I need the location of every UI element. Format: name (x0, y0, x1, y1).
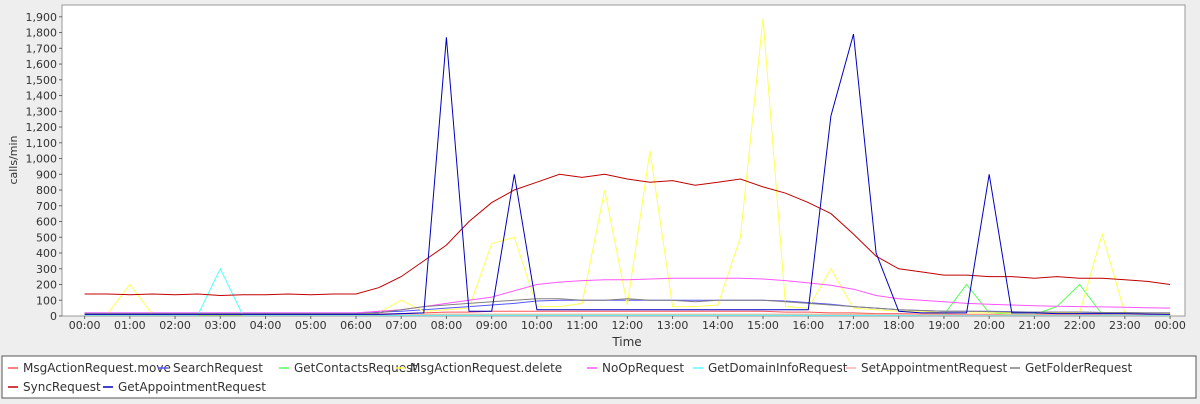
legend-label: MsgActionRequest.move (23, 361, 171, 375)
y-tick-label: 900 (36, 168, 57, 181)
legend-label: GetContactsRequest (294, 361, 417, 375)
x-tick-label: 13:00 (657, 319, 689, 332)
y-tick-label: 1,800 (26, 27, 58, 40)
y-tick-label: 800 (36, 184, 57, 197)
y-tick-label: 0 (50, 310, 57, 323)
x-tick-label: 09:00 (476, 319, 508, 332)
legend-label: GetDomainInfoRequest (708, 361, 848, 375)
legend-label: GetAppointmentRequest (118, 380, 266, 394)
x-tick-label: 07:00 (385, 319, 417, 332)
x-tick-label: 11:00 (566, 319, 598, 332)
x-tick-label: 06:00 (340, 319, 372, 332)
x-tick-label: 03:00 (204, 319, 236, 332)
x-tick-label: 20:00 (973, 319, 1005, 332)
legend-label: NoOpRequest (602, 361, 684, 375)
x-tick-label: 01:00 (114, 319, 146, 332)
y-tick-label: 1,400 (26, 90, 58, 103)
series-line (84, 298, 1171, 315)
y-tick-label: 700 (36, 200, 57, 213)
x-tick-label: 23:00 (1109, 319, 1141, 332)
y-tick-label: 1,100 (26, 137, 58, 150)
y-tick-label: 1,200 (26, 121, 58, 134)
y-tick-label: 200 (36, 279, 57, 292)
x-tick-label: 21:00 (1019, 319, 1051, 332)
x-tick-label: 18:00 (883, 319, 915, 332)
x-tick-label: 17:00 (838, 319, 870, 332)
plot-area (61, 4, 1186, 317)
x-tick-label: 19:00 (928, 319, 960, 332)
x-tick-label: 02:00 (159, 319, 191, 332)
y-tick-label: 100 (36, 294, 57, 307)
series-line (84, 33, 1171, 315)
y-tick-label: 1,000 (26, 153, 58, 166)
y-tick-label: 300 (36, 263, 57, 276)
y-tick-label: 1,700 (26, 42, 58, 55)
series-line (84, 277, 1171, 314)
legend-label: SetAppointmentRequest (861, 361, 1008, 375)
x-tick-label: 15:00 (747, 319, 779, 332)
x-tick-label: 05:00 (295, 319, 327, 332)
y-tick-label: 1,300 (26, 105, 58, 118)
y-tick-label: 600 (36, 216, 57, 229)
x-tick-label: 08:00 (431, 319, 463, 332)
y-tick-label: 1,600 (26, 58, 58, 71)
legend-label: SyncRequest (23, 380, 101, 394)
y-tick-label: 1,500 (26, 74, 58, 87)
x-tick-label: 00:00 (1154, 319, 1186, 332)
legend-label: GetFolderRequest (1025, 361, 1133, 375)
x-tick-label: 04:00 (250, 319, 282, 332)
y-tick-label: 500 (36, 231, 57, 244)
x-tick-label: 22:00 (1064, 319, 1096, 332)
legend (1, 355, 1197, 399)
y-tick-label: 1,900 (26, 11, 58, 24)
legend-label: MsgActionRequest.delete (410, 361, 562, 375)
x-tick-label: 12:00 (611, 319, 643, 332)
x-axis-label: Time (611, 335, 641, 349)
x-tick-label: 10:00 (521, 319, 553, 332)
legend-label: SearchRequest (173, 361, 263, 375)
y-tick-label: 400 (36, 247, 57, 260)
x-tick-label: 00:00 (69, 319, 101, 332)
x-tick-label: 14:00 (702, 319, 734, 332)
x-tick-label: 16:00 (792, 319, 824, 332)
series-line (84, 173, 1171, 297)
y-axis-label: calls/min (7, 135, 20, 184)
